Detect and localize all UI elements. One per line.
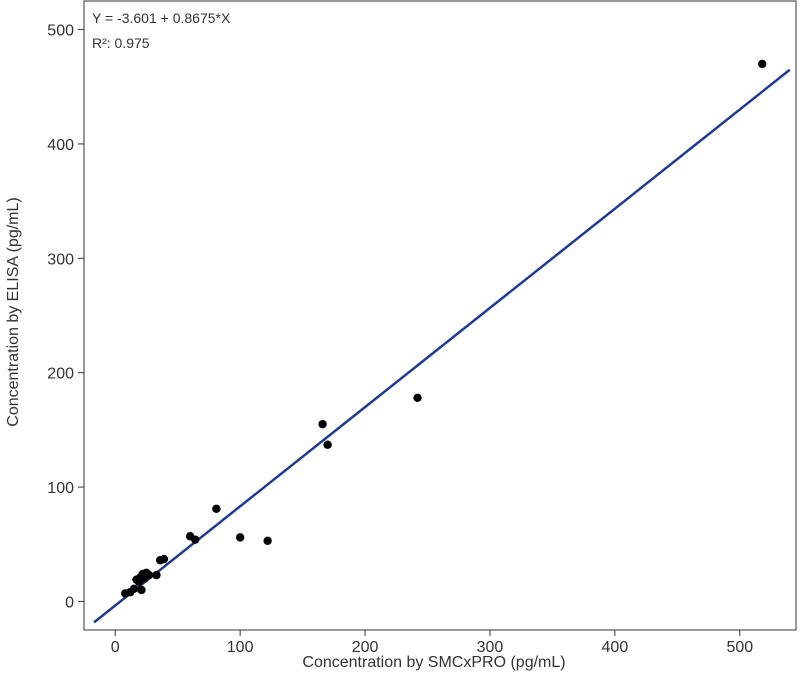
y-tick-label: 200 [47,366,74,383]
data-point [190,535,200,544]
equation-annotation: Y = -3.601 + 0.8675*X [92,10,231,26]
data-point [137,585,146,595]
data-point [129,584,139,594]
x-tick-label: 100 [227,639,254,656]
data-point [159,554,169,564]
x-tick-label: 0 [111,639,120,656]
data-point [235,533,245,542]
y-tick-label: 100 [47,480,74,497]
data-point [413,393,422,403]
y-tick-label: 300 [47,251,74,268]
y-tick-label: 0 [65,594,74,611]
data-point [758,59,767,69]
x-tick-label: 300 [477,639,504,656]
x-tick-label: 200 [352,639,379,656]
x-axis: 0 100 200 300 400 500 [111,630,753,656]
x-tick-label: 500 [726,639,753,656]
data-point [152,570,161,580]
regression-line-path [93,68,791,624]
x-axis-title: Concentration by SMCxPRO (pg/mL) [302,654,565,671]
data-point [323,440,332,449]
data-point [212,504,221,513]
plot-frame [83,0,797,631]
y-tick-label: 400 [47,137,74,154]
y-axis: 0 100 200 300 400 500 [47,23,84,611]
r-squared-annotation: R²: 0.975 [92,35,150,51]
x-tick-label: 400 [602,639,629,656]
data-point [144,570,154,580]
data-points [121,59,767,598]
data-point [318,419,327,429]
data-point [263,536,272,545]
y-tick-label: 500 [47,23,74,40]
y-axis-title: Concentration by ELISA (pg/mL) [5,197,22,426]
regression-line [93,68,791,624]
